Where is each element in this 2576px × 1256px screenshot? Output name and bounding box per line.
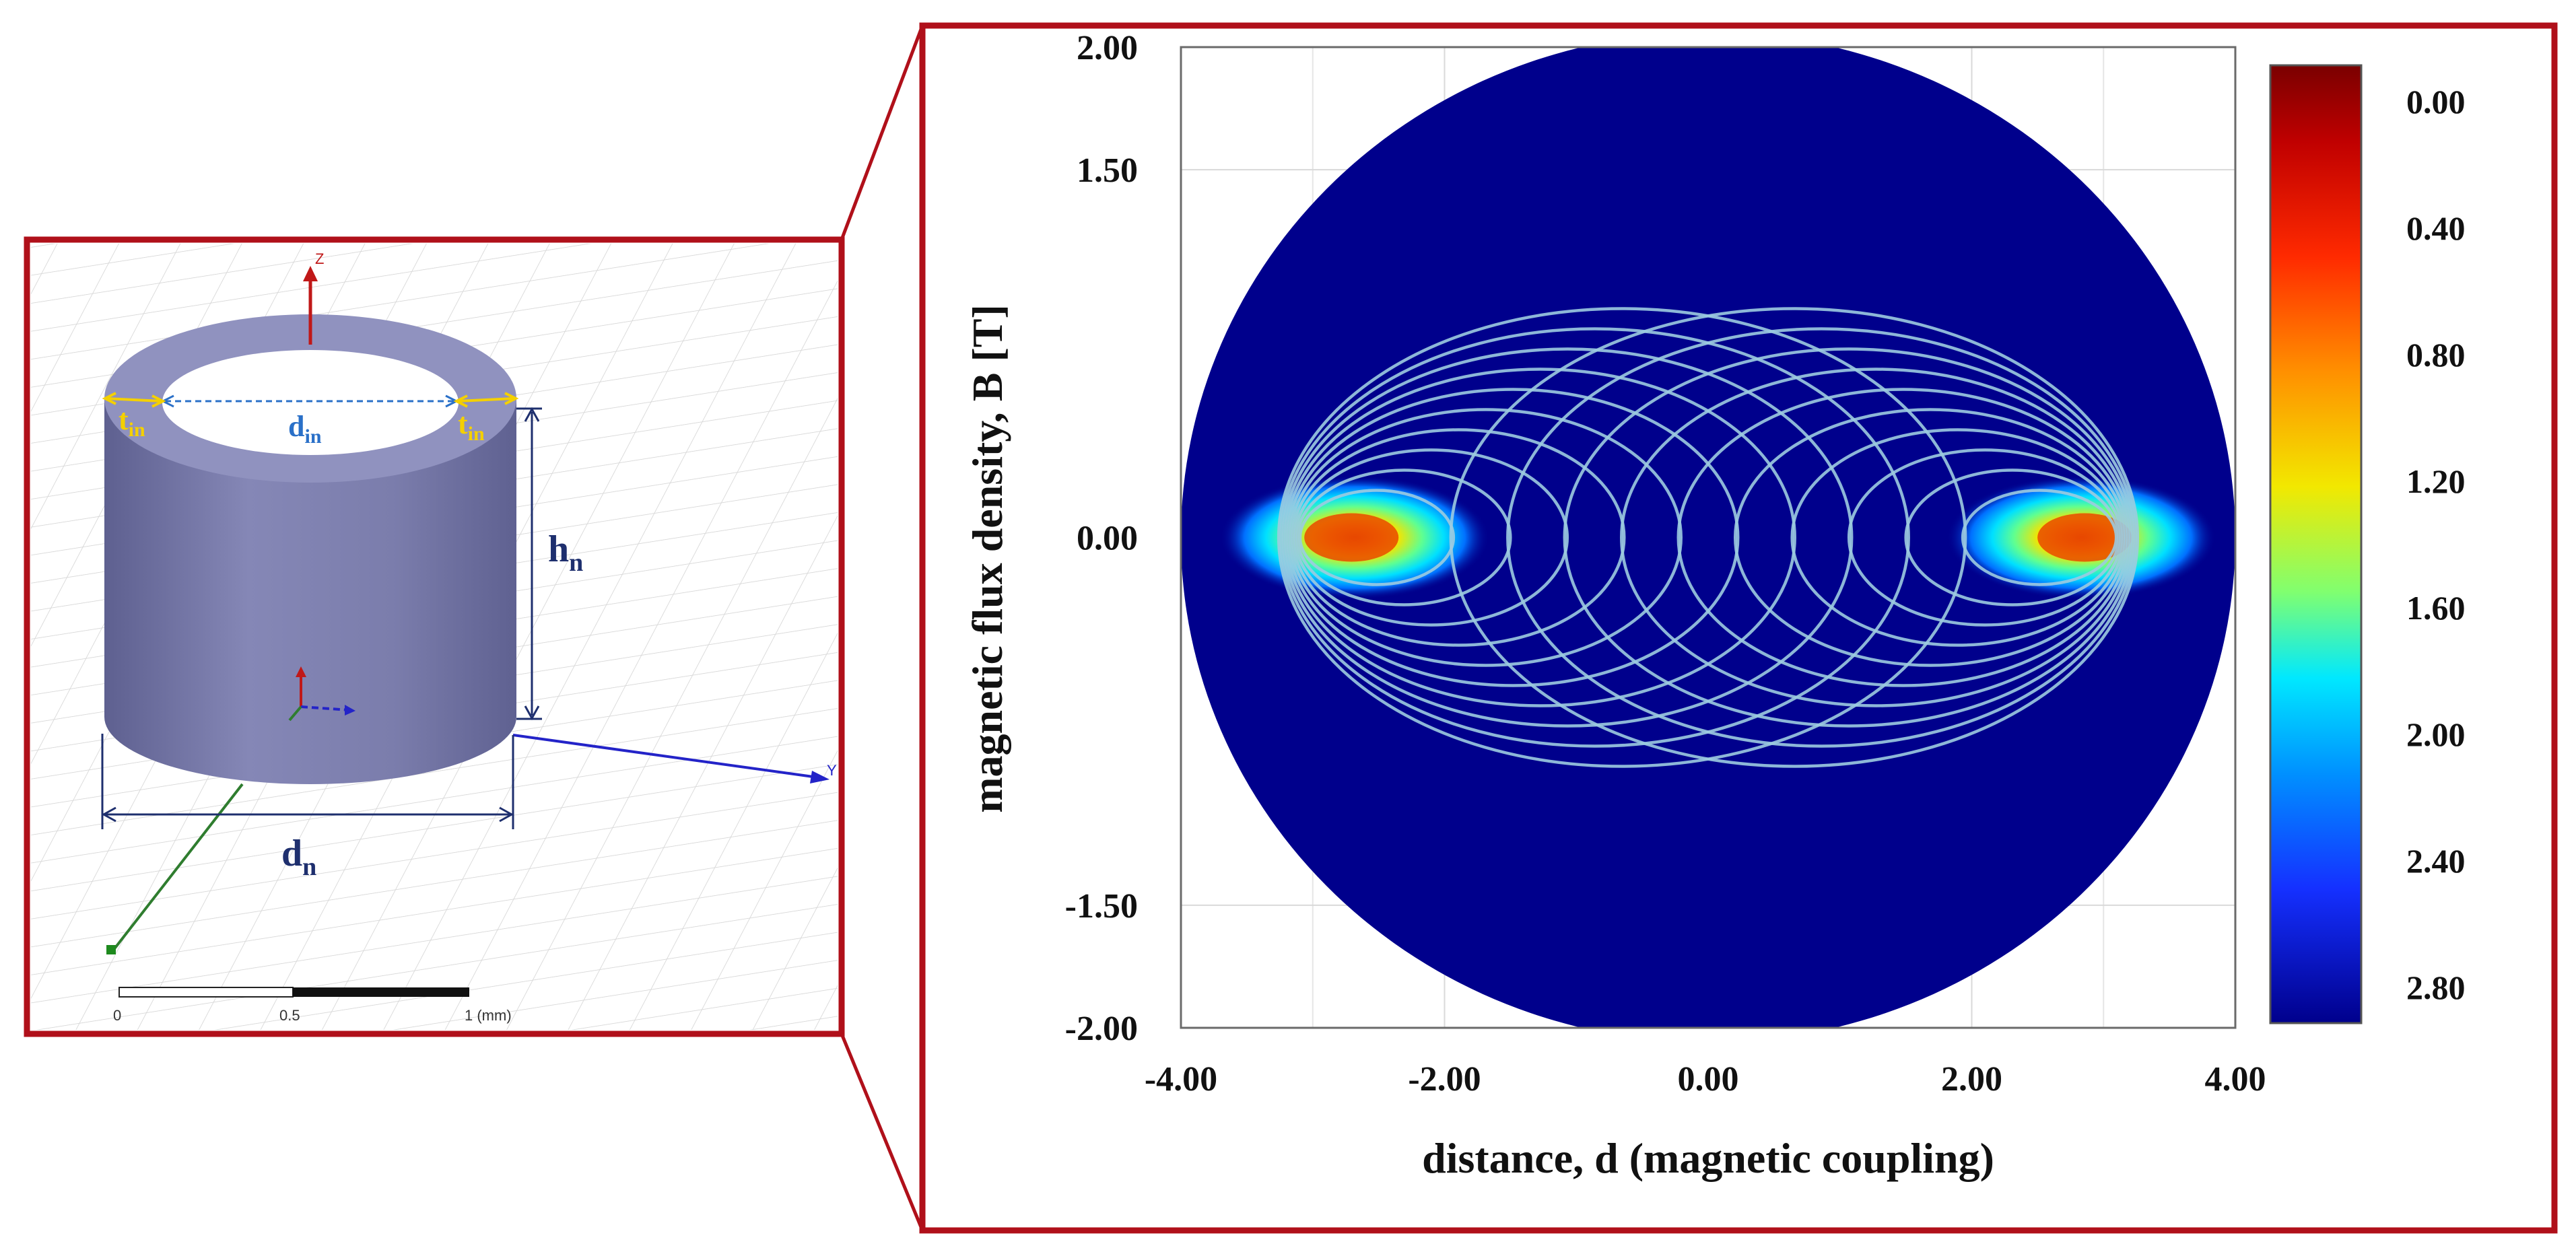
right-pole-contour bbox=[1790, 428, 2125, 647]
y-tick-label: -2.00 bbox=[1065, 1010, 1138, 1048]
zoom-connector-top bbox=[840, 25, 924, 240]
left-pole-contour bbox=[1296, 468, 1512, 606]
colorbar-label: 2.40 bbox=[2406, 842, 2466, 880]
scale-bar-tick-0: 0 bbox=[113, 1007, 121, 1024]
y-tick-label: 1.50 bbox=[1077, 151, 1138, 190]
colorbar-label: 0.80 bbox=[2406, 336, 2466, 374]
left-pole-contour bbox=[1281, 347, 1854, 728]
colorbar-label: 1.20 bbox=[2406, 462, 2466, 500]
y-axis-title: magnetic flux density, B [T] bbox=[963, 304, 1011, 813]
left-pole-contour bbox=[1293, 448, 1569, 627]
colorbar-label: 0.40 bbox=[2406, 209, 2466, 247]
x-axis-endpoint bbox=[106, 945, 116, 954]
right-pole-contour bbox=[1904, 468, 2120, 606]
x-tick-label: 4.00 bbox=[2205, 1060, 2266, 1098]
cylinder-panel: Z Y din tin tin bbox=[24, 236, 845, 1037]
zoom-connector-bottom bbox=[840, 1033, 924, 1231]
left-pole-contour bbox=[1289, 408, 1683, 667]
d-in-label: din bbox=[288, 410, 322, 448]
field-contours bbox=[1277, 307, 2140, 768]
t-in-left-dimension-line bbox=[106, 397, 162, 403]
d-n-arrow-right bbox=[499, 806, 514, 823]
x-tick-label: 0.00 bbox=[1678, 1060, 1739, 1098]
left-pole-core bbox=[1304, 513, 1399, 562]
cylinder-panel-frame bbox=[24, 236, 845, 1037]
h-n-label: hn bbox=[548, 528, 583, 577]
scale-bar-tick-2: 1 (mm) bbox=[465, 1007, 512, 1024]
x-tick-label: -2.00 bbox=[1408, 1060, 1481, 1098]
right-pole-contour bbox=[1620, 368, 2132, 707]
right-pole-core bbox=[2037, 513, 2132, 562]
t-in-right-arrow-b bbox=[504, 392, 519, 405]
t-in-left-arrow-b bbox=[151, 394, 166, 408]
right-pole-contour bbox=[1506, 327, 2137, 748]
x-tick-label: 2.00 bbox=[1941, 1060, 2002, 1098]
right-pole-contour bbox=[1961, 489, 2118, 586]
colorbar-label: 2.00 bbox=[2406, 716, 2466, 753]
left-pole-contour bbox=[1277, 307, 1967, 768]
y-axis-label: Y bbox=[827, 762, 837, 779]
z-axis-label: Z bbox=[315, 250, 324, 267]
y-tick-label: 2.00 bbox=[1077, 29, 1138, 67]
right-pole-contour bbox=[1733, 408, 2128, 667]
h-n-arrow-bottom bbox=[524, 705, 540, 721]
right-pole-contour bbox=[1449, 307, 2140, 768]
colorbar-label: 0.00 bbox=[2406, 83, 2466, 120]
right-pole-contour bbox=[1847, 448, 2123, 627]
colorbar bbox=[2269, 64, 2363, 1024]
plot-domain bbox=[1181, 47, 2235, 1028]
t-in-left-arrow-a bbox=[102, 392, 116, 405]
scale-bar: 0 0.5 1 (mm) bbox=[113, 987, 512, 1024]
colorbar-label: 1.60 bbox=[2406, 589, 2466, 627]
axis-ticks: -4.00 -2.00 0.00 2.00 4.002.001.500.00-1.50-… bbox=[1065, 29, 2266, 1098]
z-axis-top-arrow bbox=[303, 266, 318, 281]
left-pole-contour bbox=[1286, 388, 1740, 687]
colorbar-label: 2.80 bbox=[2406, 969, 2466, 1006]
t-in-right-dimension-line bbox=[457, 397, 515, 403]
scale-bar-tick-1: 0.5 bbox=[279, 1007, 300, 1024]
d-n-label: dn bbox=[281, 833, 316, 881]
plot-axes-frame bbox=[1180, 46, 2237, 1029]
d-n-arrow-left bbox=[101, 806, 116, 823]
left-pole-contour bbox=[1284, 368, 1796, 707]
left-pole-contour bbox=[1298, 489, 1456, 586]
t-in-right-arrow-a bbox=[453, 394, 468, 408]
left-pole-contour bbox=[1279, 327, 1910, 748]
x-axis-title: distance, d (magnetic coupling) bbox=[1422, 1134, 1994, 1182]
right-pole-contour bbox=[1676, 388, 2130, 687]
cylinder-inner-bore bbox=[162, 350, 459, 455]
origin-triad bbox=[288, 666, 355, 722]
h-n-arrow-top bbox=[524, 407, 540, 422]
t-in-right-label: tin bbox=[458, 407, 485, 445]
right-pole-contour bbox=[1563, 347, 2135, 728]
colorbar-labels: 0.00 0.40 0.80 1.20 1.60 2.00 2.40 2.80 bbox=[2406, 83, 2466, 1006]
t-in-left-label: tin bbox=[118, 403, 145, 441]
y-tick-label: 0.00 bbox=[1077, 520, 1138, 558]
cylinder-body bbox=[104, 398, 516, 784]
x-tick-label: -4.00 bbox=[1145, 1060, 1217, 1098]
y-axis-line bbox=[512, 734, 823, 779]
y-tick-label: -1.50 bbox=[1065, 887, 1138, 926]
x-axis-line bbox=[112, 783, 244, 952]
field-domain-disk bbox=[1181, 47, 2235, 1028]
left-pole-contour bbox=[1291, 428, 1626, 647]
y-axis-arrow bbox=[810, 771, 829, 783]
